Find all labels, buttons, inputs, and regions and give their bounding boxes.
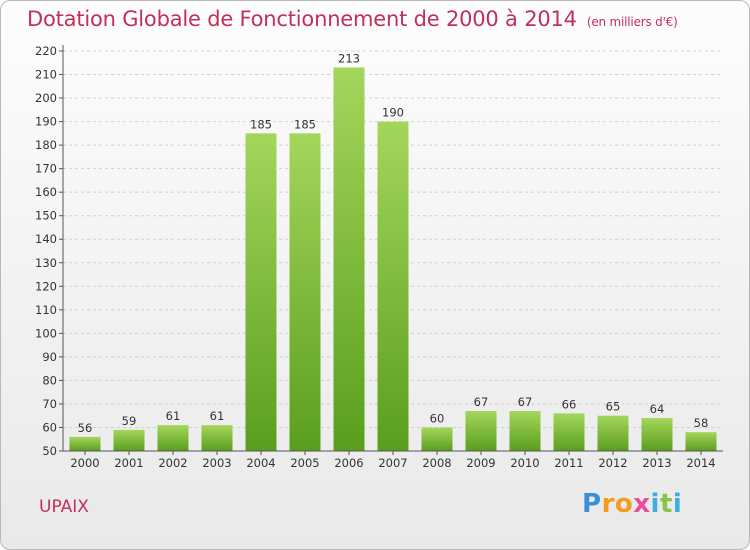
bar-2012 <box>597 415 629 451</box>
y-tick-label: 80 <box>42 373 57 387</box>
logo-letter: i <box>650 489 660 519</box>
bar-value-label: 185 <box>250 117 272 131</box>
x-tick-label: 2007 <box>378 456 407 470</box>
bar-2001 <box>113 429 145 451</box>
y-tick-label: 130 <box>35 256 57 270</box>
bar-value-label: 185 <box>294 117 316 131</box>
y-tick-label: 90 <box>42 350 57 364</box>
y-tick-label: 100 <box>35 326 57 340</box>
x-tick-label: 2000 <box>70 456 99 470</box>
bar-value-label: 61 <box>166 409 181 423</box>
bar-2014 <box>685 432 717 451</box>
chart-title-text: Dotation Globale de Fonctionnement de 20… <box>27 7 577 31</box>
x-axis: 2000 2001 2002 2003 2004 2005 2006 2007 2008 2009… <box>63 450 723 470</box>
x-tick-label: 2002 <box>158 456 187 470</box>
bar-2010 <box>509 411 541 451</box>
bar-2007 <box>377 121 409 452</box>
x-tick-label: 2003 <box>202 456 231 470</box>
y-tick-label: 190 <box>35 115 57 129</box>
logo-letter: o <box>614 489 634 519</box>
y-tick-label: 220 <box>35 44 57 58</box>
x-tick-label: 2008 <box>422 456 451 470</box>
x-tick-label: 2013 <box>642 456 671 470</box>
bar-value-label: 65 <box>606 400 621 414</box>
x-tick-label: 2012 <box>598 456 627 470</box>
chart-title: Dotation Globale de Fonctionnement de 20… <box>27 7 678 31</box>
bar-value-label: 213 <box>338 51 360 65</box>
x-tick-label: 2004 <box>246 456 275 470</box>
proxiti-logo[interactable]: Proxiti <box>582 489 682 519</box>
bar-2011 <box>553 413 585 451</box>
logo-letter: x <box>633 489 651 519</box>
x-tick-label: 2010 <box>510 456 539 470</box>
y-tick-label: 180 <box>35 138 57 152</box>
y-tick-label: 160 <box>35 185 57 199</box>
bar-value-label: 66 <box>562 397 577 411</box>
bar-value-label: 67 <box>518 395 533 409</box>
commune-name: UPAIX <box>39 497 89 517</box>
y-tick-label: 50 <box>42 444 57 458</box>
y-tick-label: 140 <box>35 232 57 246</box>
bar-value-label: 58 <box>694 416 709 430</box>
bar-2005 <box>289 133 321 451</box>
x-tick-label: 2006 <box>334 456 363 470</box>
y-tick-label: 210 <box>35 68 57 82</box>
x-tick-label: 2005 <box>290 456 319 470</box>
x-tick-label: 2011 <box>554 456 583 470</box>
bar-2002 <box>157 425 189 451</box>
bar-2013 <box>641 418 673 451</box>
y-tick-label: 70 <box>42 397 57 411</box>
bar-value-label: 67 <box>474 395 489 409</box>
bar-value-label: 56 <box>78 421 93 435</box>
y-tick-label: 200 <box>35 91 57 105</box>
bar-value-label: 59 <box>122 414 137 428</box>
x-tick-label: 2009 <box>466 456 495 470</box>
bar-value-label: 60 <box>430 411 445 425</box>
y-axis: 50 60 70 80 90 100 110 120 130 140 150 160 170 180 190… <box>35 44 64 458</box>
bar-2000 <box>69 436 101 451</box>
logo-letter: t <box>659 489 673 519</box>
logo-letter: r <box>601 489 615 519</box>
bars: 56 59 61 61 185 185 213 190 60 67 67 66 65 64 58 <box>69 51 717 452</box>
logo-letter: i <box>672 489 683 519</box>
bar-value-label: 61 <box>210 409 225 423</box>
x-tick-label: 2014 <box>686 456 715 470</box>
bar-value-label: 190 <box>382 106 404 120</box>
bar-2009 <box>465 411 497 451</box>
y-tick-label: 110 <box>35 303 57 317</box>
bar-2006 <box>333 67 365 452</box>
bar-2008 <box>421 427 453 451</box>
chart-unit: (en milliers d'€) <box>586 15 678 29</box>
y-tick-label: 60 <box>42 420 57 434</box>
y-tick-label: 120 <box>35 279 57 293</box>
logo-letter: P <box>582 489 602 519</box>
bar-2004 <box>245 133 277 451</box>
x-tick-label: 2001 <box>114 456 143 470</box>
y-tick-label: 150 <box>35 209 57 223</box>
y-tick-label: 170 <box>35 162 57 176</box>
bar-value-label: 64 <box>650 402 665 416</box>
bar-2003 <box>201 425 233 451</box>
